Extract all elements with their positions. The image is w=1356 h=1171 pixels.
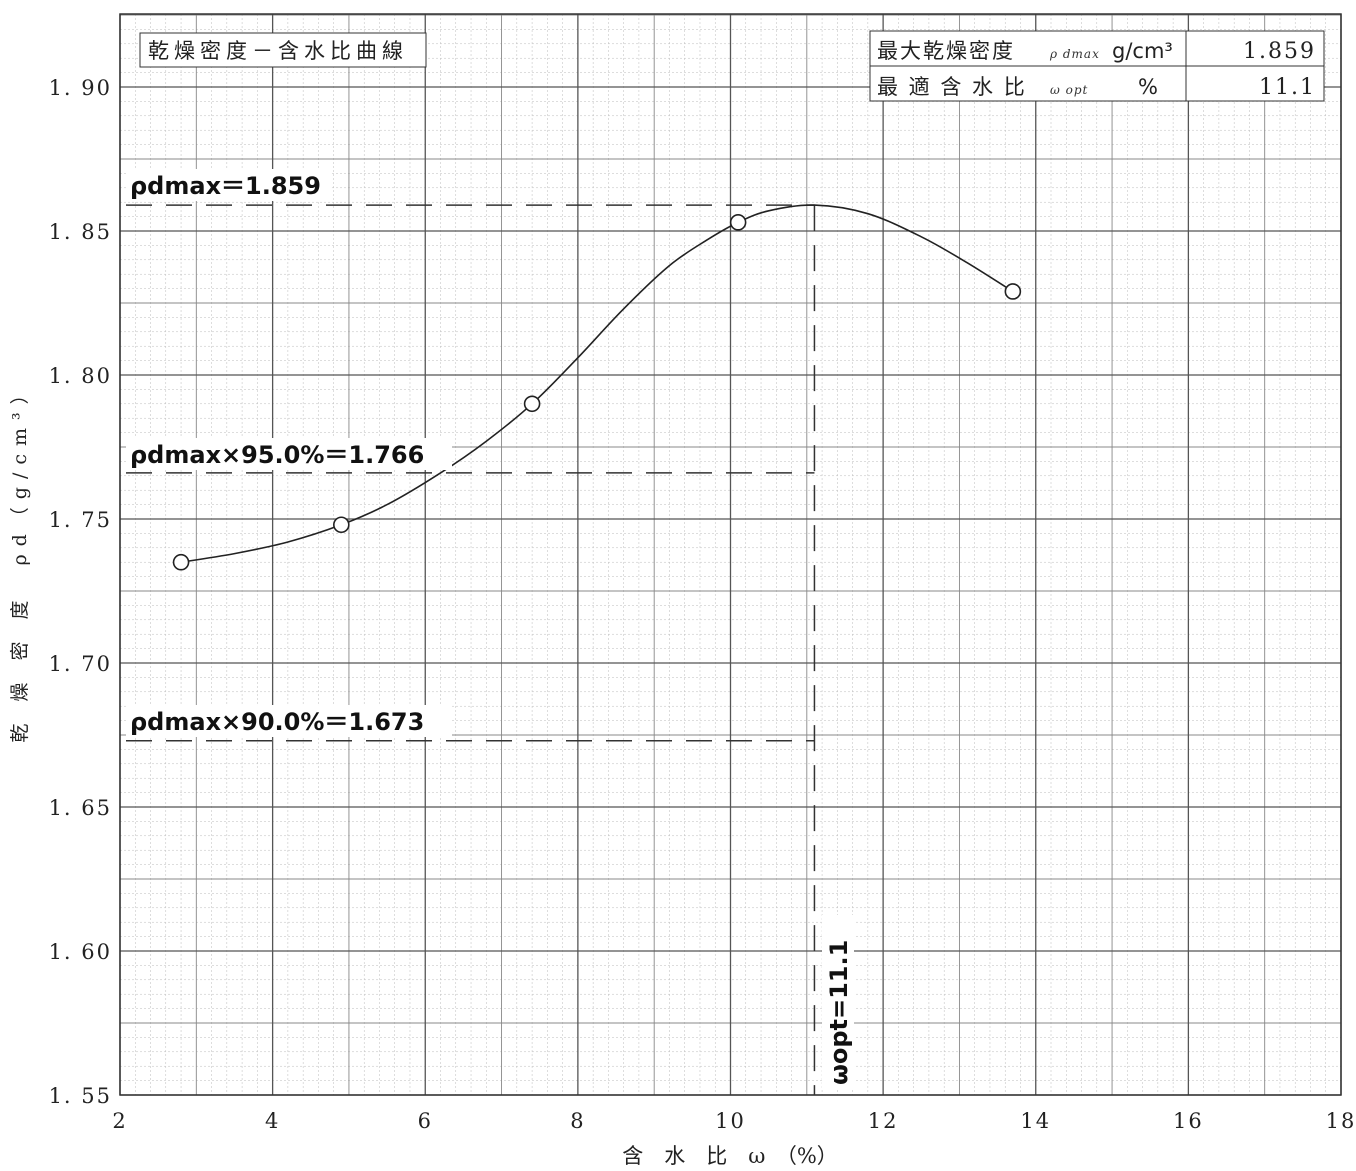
y-tick-label: 1. 75	[49, 508, 112, 532]
ref-label-max-text: ρdmax＝1.859	[130, 172, 321, 200]
data-point	[729, 214, 747, 231]
info-max-density-value: 1.859	[1243, 39, 1316, 64]
info-opt-water-symbol: ω opt	[1050, 83, 1088, 97]
x-axis-label: 含 水 比 ω （%）	[622, 1144, 838, 1168]
info-max-density-label: 最大乾燥密度	[877, 39, 1015, 63]
data-point	[333, 516, 350, 534]
compaction-curve-line	[180, 204, 1014, 563]
y-tick-label: 1. 65	[49, 796, 112, 820]
ref-label-max: ρdmax＝1.859	[126, 169, 332, 201]
chart-title: 乾燥密度－含水比曲線	[148, 39, 408, 63]
x-tick-label: 8	[570, 1109, 585, 1133]
y-tick-label: 1. 90	[49, 76, 112, 100]
y-tick-label: 1. 55	[49, 1084, 112, 1108]
info-table: 最大乾燥密度 ρ dmax g/cm³ 1.859 最 適 含 水 比 ω op…	[869, 30, 1325, 102]
y-tick-label: 1. 70	[49, 652, 112, 676]
x-tick-labels: 2 4 6 8 10 12 14 16 18	[112, 1109, 1356, 1133]
ref-label-95: ρdmax×95.0%＝1.766	[126, 438, 452, 470]
info-opt-water-value: 11.1	[1259, 75, 1316, 100]
info-max-density-symbol: ρ dmax	[1049, 47, 1100, 61]
ref-label-90-text: ρdmax×90.0%＝1.673	[130, 708, 424, 736]
info-opt-water-label: 最 適 含 水 比	[877, 75, 1027, 99]
wopt-label: ωopt=11.1	[822, 915, 854, 1090]
wopt-label-text: ωopt=11.1	[825, 940, 853, 1085]
y-axis-label: 乾 燥 密 度 ρd（g/cm³）	[9, 377, 31, 742]
x-tick-label: 16	[1173, 1109, 1204, 1133]
x-tick-label: 10	[715, 1109, 746, 1133]
data-points	[172, 214, 1022, 571]
x-tick-label: 14	[1020, 1109, 1051, 1133]
y-tick-label: 1. 60	[49, 940, 112, 964]
y-tick-label: 1. 80	[49, 364, 112, 388]
y-tick-labels: 1. 55 1. 60 1. 65 1. 70 1. 75 1. 80 1. 85 1. 90	[49, 76, 112, 1108]
data-point	[1004, 283, 1022, 300]
chart-title-box: 乾燥密度－含水比曲線	[139, 32, 427, 68]
y-tick-label: 1. 85	[49, 220, 112, 244]
reference-lines	[126, 204, 816, 1095]
ref-label-95-text: ρdmax×95.0%＝1.766	[130, 441, 424, 469]
x-tick-label: 18	[1326, 1109, 1356, 1133]
x-tick-label: 4	[265, 1109, 280, 1133]
x-tick-label: 12	[868, 1109, 899, 1133]
info-opt-water-unit: %	[1138, 75, 1158, 99]
plot-frame	[119, 13, 1342, 1096]
data-point	[523, 395, 541, 413]
x-tick-label: 6	[418, 1109, 433, 1133]
ref-label-90: ρdmax×90.0%＝1.673	[126, 705, 452, 737]
compaction-curve	[180, 204, 1014, 563]
data-point	[172, 553, 190, 571]
x-tick-label: 2	[112, 1109, 127, 1133]
info-max-density-unit: g/cm³	[1112, 39, 1173, 63]
